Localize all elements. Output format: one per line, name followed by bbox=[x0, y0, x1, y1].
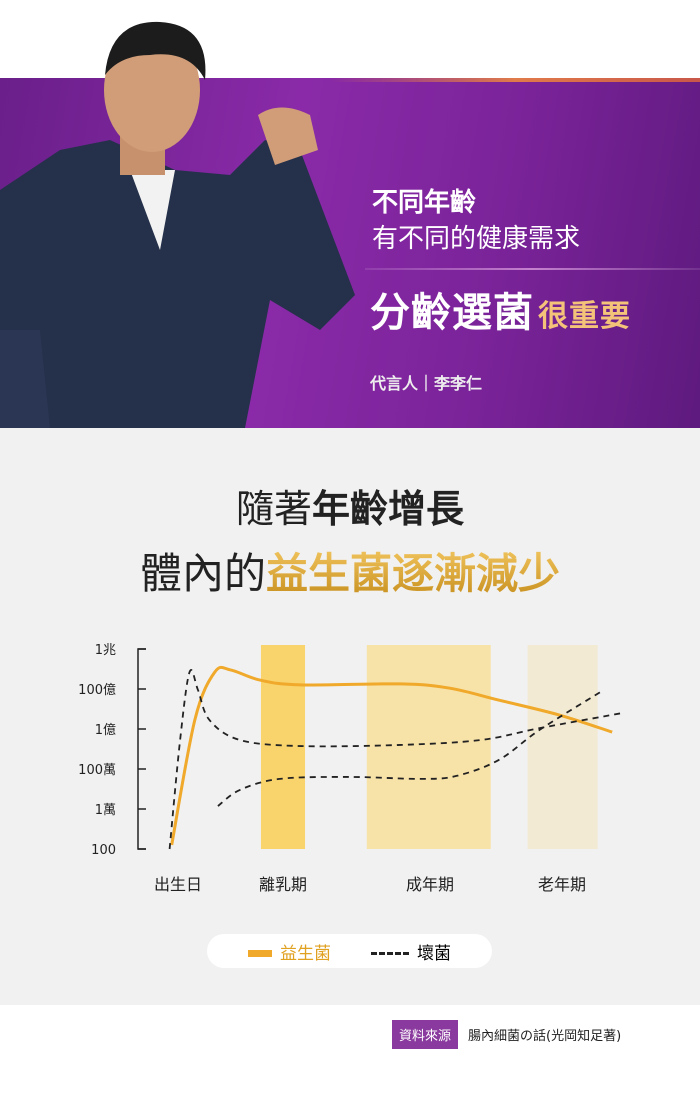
y-tick-label: 100億 bbox=[78, 682, 116, 698]
source-badge: 資料來源 bbox=[392, 1020, 459, 1049]
y-tick-label: 100 bbox=[91, 843, 116, 858]
dashed-swatch-icon bbox=[371, 952, 409, 955]
series-bad-line-1 bbox=[168, 669, 621, 850]
y-tick-label: 1億 bbox=[95, 722, 116, 738]
banner-line-2: 有不同的健康需求 bbox=[372, 224, 581, 254]
legend-good-label: 益生菌 bbox=[280, 943, 331, 964]
accent-line bbox=[330, 78, 700, 82]
spokesperson-photo bbox=[0, 21, 355, 428]
slogan-accent: 很重要 bbox=[538, 299, 631, 334]
solid-swatch-icon bbox=[248, 950, 272, 957]
banner-slogan: 分齡選菌 很重要 bbox=[370, 280, 631, 338]
headline-1b: 年齡增長 bbox=[312, 486, 465, 531]
slogan-main: 分齡選菌 bbox=[370, 289, 534, 336]
headline-2a: 體內的 bbox=[139, 549, 266, 598]
x-category-label: 離乳期 bbox=[259, 875, 307, 894]
band-1 bbox=[260, 645, 306, 849]
bacteria-chart: 1兆 100億 1億 100萬 1萬 100 出生日 離乳期 成年期 老年期 bbox=[78, 643, 621, 894]
spokesperson-label: 代言人｜李李仁 bbox=[370, 374, 483, 393]
x-category-label: 出生日 bbox=[154, 875, 202, 894]
legend-good: 益生菌 bbox=[248, 939, 331, 964]
legend-bad-label: 壞菌 bbox=[417, 943, 451, 964]
headline-2: 體內的益生菌逐漸減少 bbox=[0, 540, 700, 601]
y-axis bbox=[137, 648, 146, 850]
band-3 bbox=[527, 645, 598, 849]
headline-1a: 隨著 bbox=[235, 487, 312, 531]
y-tick-label: 1萬 bbox=[95, 803, 116, 818]
x-category-label: 成年期 bbox=[406, 875, 454, 894]
source-note: 資料來源 腸內細菌の話(光岡知足著) bbox=[392, 1020, 621, 1049]
series-bad-line-2 bbox=[217, 691, 601, 807]
legend: 益生菌 壞菌 bbox=[207, 934, 492, 968]
band-2 bbox=[366, 645, 491, 849]
legend-bad: 壞菌 bbox=[371, 939, 451, 964]
divider bbox=[365, 268, 700, 270]
banner-line-1: 不同年齡 bbox=[372, 188, 477, 218]
y-tick-label: 1兆 bbox=[95, 643, 116, 658]
series-good-line bbox=[170, 665, 613, 846]
headline-2b: 益生菌逐漸減少 bbox=[266, 549, 561, 598]
y-tick-label: 100萬 bbox=[78, 763, 116, 778]
headline-1: 隨著年齡增長 bbox=[0, 478, 700, 533]
x-category-label: 老年期 bbox=[538, 875, 586, 894]
source-text: 腸內細菌の話(光岡知足著) bbox=[468, 1029, 622, 1044]
